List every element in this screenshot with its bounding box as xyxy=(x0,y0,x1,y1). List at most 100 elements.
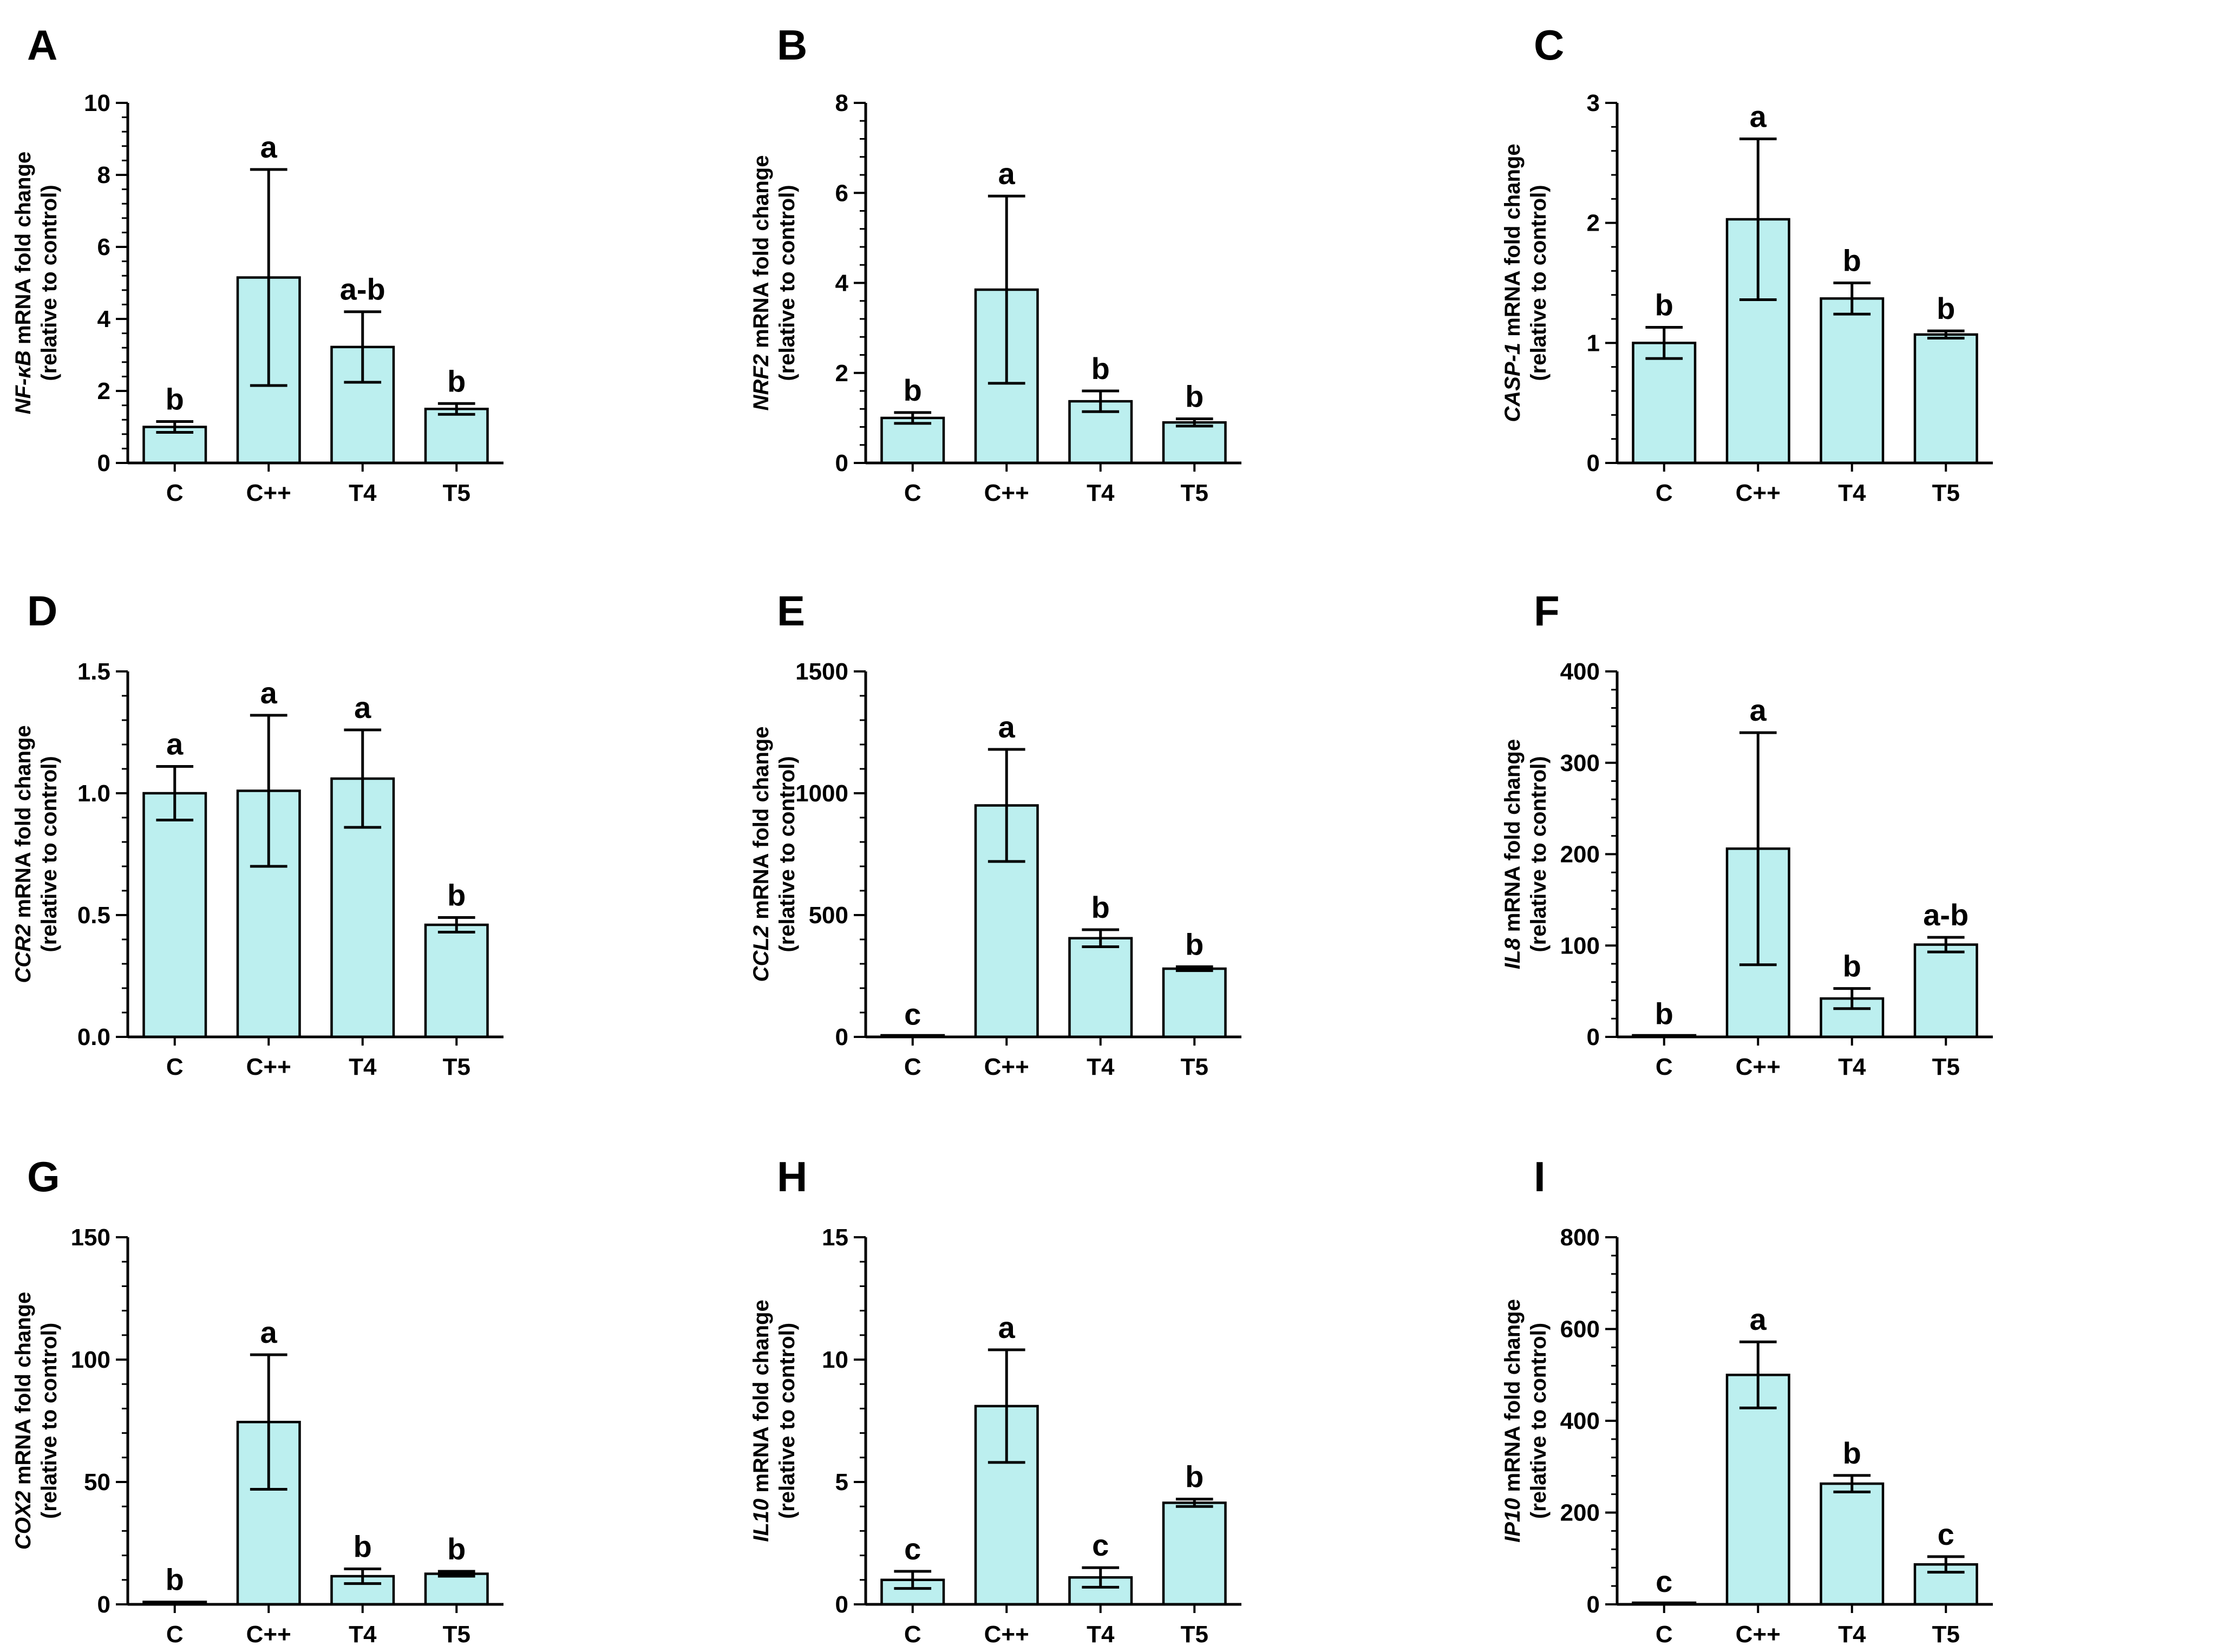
bar-c-0 xyxy=(1632,342,1697,465)
y-axis-label-gene: NF-κB xyxy=(11,350,35,414)
significance-label-d-0: a xyxy=(166,727,184,761)
y-axis-label-text: mRNA fold change xyxy=(749,1300,773,1498)
significance-label-f-0: b xyxy=(1655,996,1673,1030)
y-axis-label-gene: CCL2 xyxy=(749,925,773,982)
significance-label-e-2: b xyxy=(1091,890,1110,924)
bar-i-1 xyxy=(1725,1374,1790,1606)
significance-label-h-0: c xyxy=(904,1532,921,1566)
y-axis-label-sub-g: (relative to control) xyxy=(37,1323,61,1519)
y-axis-label-sub-b: (relative to control) xyxy=(775,185,799,381)
error-bar-c-1 xyxy=(1739,138,1777,302)
error-bar-g-2 xyxy=(344,1567,382,1585)
y-axis-label-sub-a: (relative to control) xyxy=(37,185,61,381)
panel-letter: F xyxy=(1534,587,1560,635)
category-label-e-2: T4 xyxy=(1087,1054,1115,1080)
y-axis-label-gene: IL10 xyxy=(749,1499,773,1542)
y-axis-label-sub-h: (relative to control) xyxy=(775,1323,799,1519)
category-label-e-3: T5 xyxy=(1181,1054,1208,1080)
error-bar-a-3 xyxy=(437,402,475,416)
category-label-e-0: C xyxy=(904,1054,921,1080)
y-tick-label-a: 0 xyxy=(97,450,110,476)
category-label-c-1: C++ xyxy=(1736,480,1781,506)
significance-label-g-0: b xyxy=(166,1562,184,1596)
category-label-b-1: C++ xyxy=(984,480,1029,506)
y-tick-label-g: 100 xyxy=(71,1347,110,1373)
y-tick-label-h: 0 xyxy=(835,1591,848,1618)
significance-label-a-3: b xyxy=(447,364,466,398)
significance-label-a-2: a-b xyxy=(340,272,385,306)
panel-c: Cb Ca C++ b T4 b T5 0 1 2 3 CASP-1 mRNA fold change… xyxy=(1501,21,1993,506)
category-label-h-0: C xyxy=(904,1621,921,1648)
error-bar-i-3 xyxy=(1927,1555,1965,1574)
y-tick-label-h: 15 xyxy=(822,1224,848,1251)
category-label-a-3: T5 xyxy=(443,480,470,506)
error-bar-e-3 xyxy=(1175,965,1213,972)
significance-label-b-1: a xyxy=(998,156,1016,191)
error-bar-a-2 xyxy=(344,310,382,384)
category-label-i-1: C++ xyxy=(1736,1621,1781,1648)
y-axis-label-h: IL10 mRNA fold change xyxy=(749,1300,773,1542)
error-bar-d-2 xyxy=(344,728,382,829)
y-tick-label-c: 0 xyxy=(1587,450,1600,476)
category-label-i-0: C xyxy=(1656,1621,1673,1648)
significance-label-i-3: c xyxy=(1938,1517,1954,1551)
y-tick-label-i: 800 xyxy=(1560,1224,1600,1251)
y-axis-label-e: CCL2 mRNA fold change xyxy=(749,727,773,982)
y-axis-label-c: CASP-1 mRNA fold change xyxy=(1501,143,1525,422)
bar-c-2 xyxy=(1820,297,1885,465)
category-label-c-0: C xyxy=(1656,480,1673,506)
y-axis-label-a: NF-κB mRNA fold change xyxy=(11,152,35,415)
y-tick-label-c: 2 xyxy=(1587,210,1600,237)
category-label-b-0: C xyxy=(904,480,921,506)
y-tick-label-f: 400 xyxy=(1560,658,1600,685)
category-label-g-2: T4 xyxy=(349,1621,377,1648)
significance-label-f-1: a xyxy=(1750,693,1767,727)
significance-label-d-2: a xyxy=(354,690,371,724)
y-tick-label-f: 300 xyxy=(1560,750,1600,776)
significance-label-b-3: b xyxy=(1185,380,1204,414)
category-label-h-1: C++ xyxy=(984,1621,1029,1648)
bar-f-3 xyxy=(1913,943,1978,1039)
error-bar-e-2 xyxy=(1082,928,1120,948)
error-bar-h-3 xyxy=(1175,1498,1213,1508)
panel-a: Ab Ca C++ a-b T4 b T5 0 2 4 6 8 10 NF-κB mRNA fold ch… xyxy=(11,21,503,506)
y-axis-label-text: mRNA fold change xyxy=(11,1292,35,1491)
y-axis-label-text: mRNA fold change xyxy=(1501,143,1525,342)
category-label-h-2: T4 xyxy=(1087,1621,1115,1648)
significance-label-c-0: b xyxy=(1655,288,1673,322)
category-label-a-2: T4 xyxy=(349,480,377,506)
error-bar-f-3 xyxy=(1927,936,1965,954)
panel-d: Da Ca C++ a T4 b T5 0.0 0.5 1.0 1.5 CCR2 mRNA fold … xyxy=(11,587,503,1080)
bar-e-3 xyxy=(1162,967,1227,1039)
y-tick-label-b: 0 xyxy=(835,450,848,476)
error-bar-f-1 xyxy=(1739,731,1777,967)
y-tick-label-h: 10 xyxy=(822,1347,848,1373)
bar-d-3 xyxy=(424,923,489,1039)
y-tick-label-d: 1.5 xyxy=(77,658,110,685)
error-bar-g-1 xyxy=(250,1353,287,1491)
category-label-d-1: C++ xyxy=(246,1054,291,1080)
error-bar-a-0 xyxy=(156,420,194,434)
y-tick-label-g: 150 xyxy=(71,1224,110,1251)
y-axis-label-d: CCR2 mRNA fold change xyxy=(11,725,35,983)
y-tick-label-d: 0.0 xyxy=(77,1024,110,1050)
y-axis-label-f: IL8 mRNA fold change xyxy=(1501,739,1525,969)
category-label-b-2: T4 xyxy=(1087,480,1115,506)
category-label-f-0: C xyxy=(1656,1054,1673,1080)
y-axis-label-text: mRNA fold change xyxy=(749,155,773,354)
error-bar-h-1 xyxy=(987,1348,1025,1464)
significance-label-c-3: b xyxy=(1937,291,1955,325)
significance-label-a-1: a xyxy=(260,130,278,164)
category-label-f-3: T5 xyxy=(1932,1054,1960,1080)
significance-label-a-0: b xyxy=(166,382,184,416)
category-label-g-3: T5 xyxy=(443,1621,470,1648)
y-axis-label-g: COX2 mRNA fold change xyxy=(11,1292,35,1550)
y-tick-label-e: 1500 xyxy=(795,658,848,685)
y-tick-label-a: 2 xyxy=(97,378,110,404)
y-tick-label-i: 0 xyxy=(1587,1591,1600,1618)
significance-label-b-2: b xyxy=(1091,351,1110,386)
bar-a-3 xyxy=(424,408,489,465)
error-bar-b-2 xyxy=(1082,389,1120,413)
